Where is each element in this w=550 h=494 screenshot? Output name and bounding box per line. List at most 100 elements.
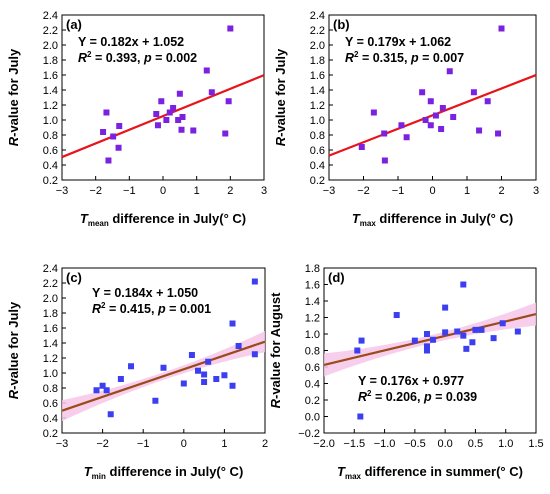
y-tick-label: 1.0 [43, 115, 58, 127]
x-tick-label: −1 [392, 185, 405, 197]
x-tick-label: 0 [181, 438, 187, 450]
x-tick-label: 2 [227, 185, 233, 197]
x-tick-label: 1 [194, 185, 200, 197]
data-point [251, 351, 258, 358]
data-point [423, 343, 430, 350]
data-point [463, 345, 470, 352]
x-tick-label: 1 [221, 438, 227, 450]
data-point [158, 98, 165, 105]
x-axis-title: Tmax difference in summer(° C) [337, 464, 523, 481]
data-point [423, 347, 430, 354]
data-point [117, 376, 124, 382]
data-point [432, 112, 439, 119]
data-point [476, 127, 483, 134]
y-tick-label: 0.6 [305, 362, 320, 374]
y-tick-label: 2.2 [310, 25, 325, 37]
data-point [354, 347, 361, 354]
y-tick-label: 1.0 [43, 368, 58, 380]
chart-panel-3: −3 −2 −1 0 1 2 0.2 0.4 0.6 0.8 1.0 1.2 1.4 1.6 1.8 2.0 2… [6, 263, 268, 481]
data-point [227, 25, 234, 32]
data-point [103, 109, 110, 116]
data-point [251, 278, 258, 285]
data-point [229, 320, 236, 327]
data-point [442, 329, 449, 336]
y-tick-label: 0.8 [310, 130, 325, 142]
y-tick-label: 1.8 [43, 308, 58, 320]
y-tick-label: 0.2 [305, 395, 320, 407]
y-tick-label: 1.0 [310, 115, 325, 127]
x-tick-label: −3 [323, 185, 336, 197]
y-tick-label: 0.6 [43, 145, 58, 157]
data-point [419, 89, 426, 96]
regression-line [328, 74, 537, 157]
x-tick-label: −3 [56, 185, 69, 197]
y-tick-label: 0.6 [310, 145, 325, 157]
data-point [470, 89, 477, 96]
y-axis-title: R-value for July [273, 48, 288, 146]
data-point [110, 133, 117, 140]
y-tick-label: 0.0 [305, 412, 320, 424]
data-point [427, 98, 434, 105]
data-point [460, 281, 467, 288]
data-point [422, 117, 429, 123]
x-tick-label: −1.0 [374, 438, 396, 450]
y-tick-label: 1.2 [310, 100, 325, 112]
data-point [411, 337, 418, 344]
data-point [381, 157, 388, 164]
data-point [484, 98, 491, 105]
data-point [427, 122, 434, 129]
x-tick-label: 0.5 [468, 438, 483, 450]
x-tick-label: 1 [464, 185, 470, 197]
data-point [190, 127, 197, 134]
x-tick-label: 1.5 [528, 438, 543, 450]
data-point [514, 328, 521, 335]
data-point [180, 380, 187, 387]
y-axis-title: R-value for August [268, 292, 283, 408]
x-tick-label: 1.0 [498, 438, 513, 450]
data-point [398, 122, 405, 129]
y-tick-label: 0.2 [310, 175, 325, 187]
data-point [446, 68, 453, 75]
panel-label: (d) [328, 270, 345, 285]
regression-stats: R2 = 0.206, p = 0.039 [358, 389, 477, 404]
data-point [490, 335, 497, 342]
data-point [188, 352, 195, 358]
data-point [499, 320, 506, 327]
data-point [222, 130, 229, 137]
x-tick-label: 0 [429, 185, 435, 197]
data-point [495, 130, 502, 137]
chart-panel-4: −2.0 −1.5 −1.0 −0.5 0.0 0.5 1.0 1.5 −0.2 0.0 0.2 0.… [268, 263, 544, 481]
data-point [213, 376, 220, 382]
y-tick-label: 1.8 [43, 55, 58, 67]
regression-equation: Y = 0.176x + 0.977 [358, 374, 464, 388]
data-point [460, 332, 467, 339]
x-axis-title: Tmean difference in July(° C) [80, 211, 246, 228]
y-tick-label: 1.4 [310, 85, 325, 97]
y-axis-title: R-value for July [6, 301, 21, 399]
regression-stats: R2 = 0.393, p = 0.002 [78, 50, 197, 65]
y-tick-label: 1.6 [305, 280, 320, 292]
y-tick-label: 2.4 [43, 10, 58, 22]
y-tick-label: 1.8 [310, 55, 325, 67]
data-point [153, 111, 160, 117]
y-tick-label: 0.4 [310, 160, 325, 172]
data-point [178, 126, 185, 133]
data-point [175, 117, 182, 123]
regression-line [61, 74, 265, 159]
y-tick-label: 1.8 [305, 263, 320, 275]
data-point [203, 67, 210, 74]
data-point [201, 371, 208, 378]
y-tick-label: 0.4 [43, 413, 58, 425]
data-point [442, 304, 449, 311]
data-point [472, 326, 479, 333]
y-tick-label: 1.2 [43, 353, 58, 365]
x-axis-title: Tmax difference in July(° C) [352, 211, 513, 228]
x-tick-label: 2 [498, 185, 504, 197]
y-tick-label: 2.0 [43, 40, 58, 52]
x-tick-label: 3 [533, 185, 539, 197]
panel-label: (c) [66, 270, 82, 285]
data-point [403, 134, 410, 141]
data-point [100, 129, 107, 135]
x-axis-title: Tmin difference in July(° C) [84, 464, 244, 481]
data-point [152, 397, 159, 404]
